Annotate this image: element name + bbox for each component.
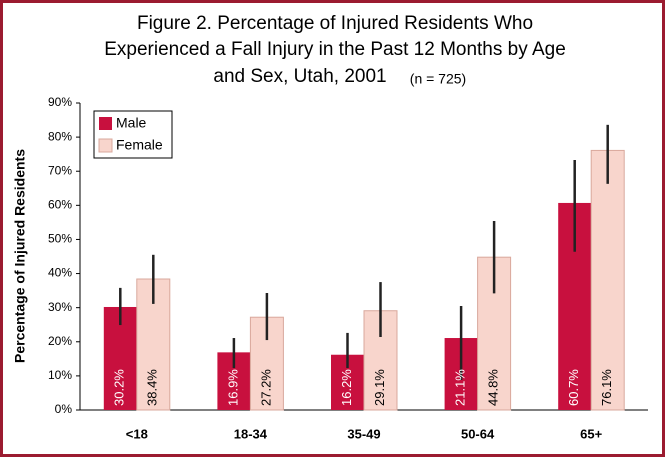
legend-swatch xyxy=(99,117,112,130)
y-tick-label: 20% xyxy=(48,334,72,348)
y-tick-label: 70% xyxy=(48,163,72,177)
x-tick-label: 35-49 xyxy=(347,426,380,441)
y-tick-label: 60% xyxy=(48,198,72,212)
legend-box xyxy=(93,110,173,159)
bar xyxy=(590,149,625,411)
data-label: 27.2% xyxy=(258,369,273,406)
data-label: 21.1% xyxy=(453,369,468,406)
x-tick-label: 65+ xyxy=(580,426,602,441)
y-tick-label: 50% xyxy=(48,232,72,246)
data-label: 16.2% xyxy=(339,369,354,406)
legend-label: Male xyxy=(116,115,147,131)
data-label: 16.9% xyxy=(225,369,240,406)
data-label: 60.7% xyxy=(566,369,581,406)
data-label: 76.1% xyxy=(599,369,614,406)
y-tick-label: 10% xyxy=(48,368,72,382)
chart-title: Figure 2. Percentage of Injured Resident… xyxy=(137,13,533,34)
chart-subtitle: (n = 725) xyxy=(410,71,466,87)
data-label: 38.4% xyxy=(145,369,160,406)
y-tick-label: 30% xyxy=(48,300,72,314)
data-label: 29.1% xyxy=(372,369,387,406)
y-tick-label: 0% xyxy=(55,402,73,416)
chart-title: and Sex, Utah, 2001 xyxy=(213,66,386,87)
y-tick-label: 40% xyxy=(48,266,72,280)
legend-swatch xyxy=(98,138,113,153)
data-label: 30.2% xyxy=(112,369,127,406)
y-tick-label: 80% xyxy=(48,129,72,143)
x-tick-label: <18 xyxy=(126,426,148,441)
x-tick-label: 18-34 xyxy=(234,426,268,441)
x-tick-label: 50-64 xyxy=(461,426,495,441)
legend-label: Female xyxy=(116,137,163,153)
data-label: 44.8% xyxy=(486,369,501,406)
y-axis-label: Percentage of Injured Residents xyxy=(12,149,28,363)
y-tick-label: 90% xyxy=(48,95,72,109)
chart-title: Experienced a Fall Injury in the Past 12… xyxy=(104,39,566,60)
